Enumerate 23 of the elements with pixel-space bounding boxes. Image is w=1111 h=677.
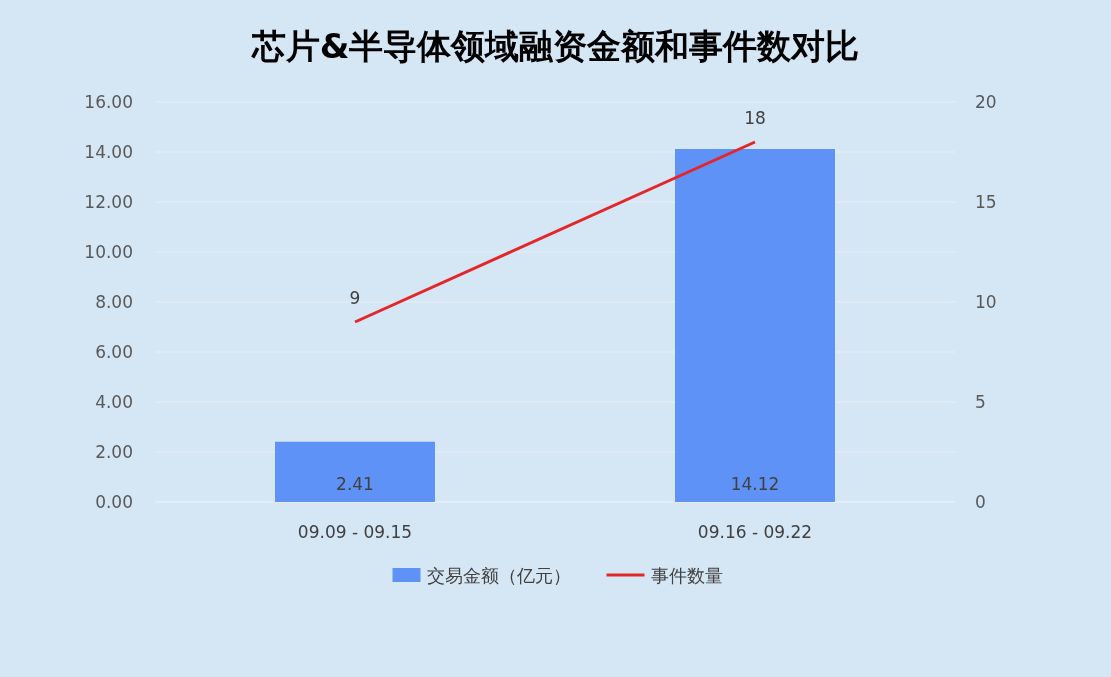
legend-label: 事件数量	[650, 565, 723, 586]
y2-tick-label: 15	[975, 192, 997, 212]
chart-title: 芯片&半导体领域融资金额和事件数对比	[250, 26, 860, 66]
data-label: 2.41	[336, 474, 374, 494]
y-tick-label: 4.00	[95, 392, 133, 412]
x-tick-label: 09.09 - 09.15	[297, 522, 413, 542]
data-label: 18	[744, 108, 766, 128]
y-tick-label: 16.00	[84, 92, 133, 112]
y2-tick-label: 5	[975, 392, 986, 412]
y2-tick-label: 20	[975, 92, 997, 112]
y-tick-label: 14.00	[84, 142, 133, 162]
data-label: 9	[349, 288, 361, 308]
y-tick-label: 12.00	[84, 192, 133, 212]
legend-label: 交易金额（亿元）	[426, 565, 571, 586]
y2-tick-label: 10	[975, 292, 997, 312]
y-tick-label: 8.00	[95, 292, 133, 312]
y-tick-label: 10.00	[84, 242, 133, 262]
y-tick-label: 0.00	[95, 492, 133, 512]
data-label: 14.12	[730, 474, 780, 494]
y2-tick-label: 0	[975, 492, 986, 512]
y-tick-label: 6.00	[95, 342, 133, 362]
y-tick-label: 2.00	[95, 442, 133, 462]
x-tick-label: 09.16 - 09.22	[697, 522, 813, 542]
